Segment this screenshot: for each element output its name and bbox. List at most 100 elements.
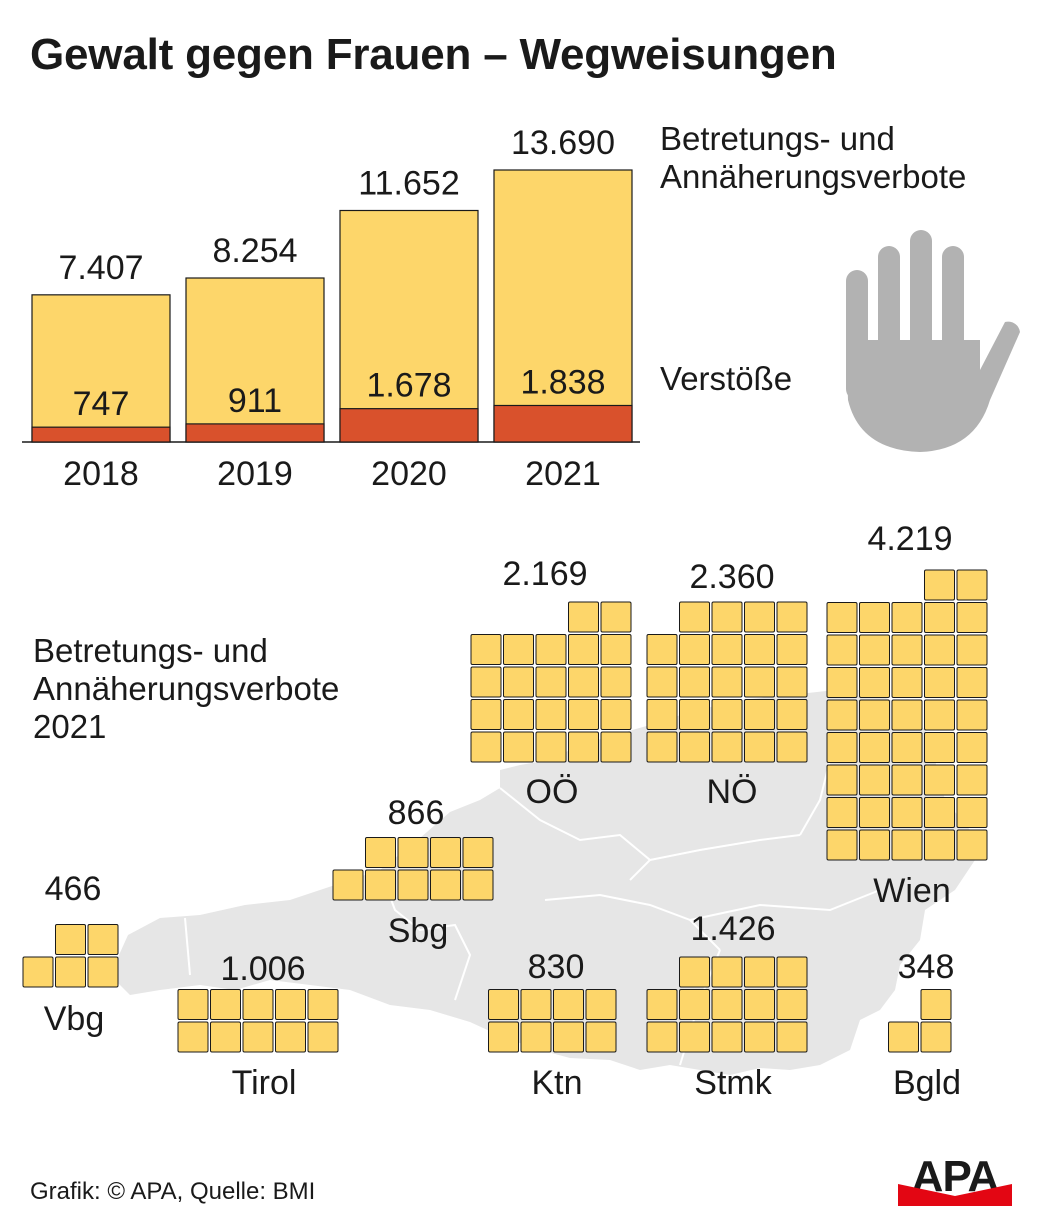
region-name-NÖ: NÖ <box>707 773 758 811</box>
x-tick-label-2021: 2021 <box>525 455 601 493</box>
square-Sbg <box>462 837 494 868</box>
square-Wien <box>891 797 923 828</box>
region-NÖ: 2.360 NÖ <box>646 558 808 811</box>
square-OÖ <box>600 699 632 730</box>
square-Wien <box>924 667 955 698</box>
square-Wien <box>924 569 955 601</box>
square-Sbg <box>332 869 364 901</box>
square-Stmk <box>711 956 743 988</box>
square-Vbg <box>55 924 86 955</box>
square-OÖ <box>600 731 632 763</box>
square-Wien <box>956 634 988 666</box>
region-value-Bgld: 348 <box>898 948 955 986</box>
square-NÖ <box>776 699 808 730</box>
square-OÖ <box>470 634 502 665</box>
region-name-Stmk: Stmk <box>694 1064 772 1102</box>
source-credit: Grafik: © APA, Quelle: BMI <box>30 1178 316 1205</box>
square-Tirol <box>307 1021 339 1053</box>
square-Stmk <box>744 1021 775 1053</box>
square-Stmk <box>776 1021 808 1053</box>
bar-violations-2020 <box>339 408 479 443</box>
square-OÖ <box>600 601 632 633</box>
square-Wien <box>891 829 923 861</box>
bar-violations-2019 <box>185 423 325 443</box>
square-OÖ <box>568 731 599 763</box>
square-Wien <box>891 667 923 698</box>
square-Wien <box>956 602 988 633</box>
region-OÖ: 2.169 OÖ <box>470 555 632 811</box>
square-Stmk <box>744 956 775 988</box>
square-Wien <box>859 667 890 698</box>
region-value-Stmk: 1.426 <box>690 910 775 948</box>
region-Ktn: 830 Ktn <box>488 948 617 1102</box>
square-Wien <box>859 699 890 731</box>
square-Wien <box>859 764 890 796</box>
region-name-Sbg: Sbg <box>388 912 449 950</box>
square-Tirol <box>242 1021 274 1053</box>
region-Sbg: 866 Sbg <box>332 794 494 950</box>
square-Wien <box>859 634 890 666</box>
region-name-Wien: Wien <box>873 872 950 910</box>
bar-violations-2021 <box>493 404 633 443</box>
square-NÖ <box>744 601 775 633</box>
map-borders <box>184 759 881 1066</box>
square-Stmk <box>711 1021 743 1053</box>
square-NÖ <box>679 666 710 698</box>
square-Ktn <box>585 989 617 1020</box>
square-Tirol <box>210 989 241 1020</box>
bar-violations-2018 <box>31 426 171 443</box>
value-label-violations-2018: 747 <box>73 385 130 423</box>
square-Wien <box>891 634 923 666</box>
square-Wien <box>924 829 955 861</box>
square-OÖ <box>503 699 534 730</box>
apa-logo-mark <box>898 1184 1012 1206</box>
region-name-Ktn: Ktn <box>531 1064 582 1102</box>
square-NÖ <box>679 731 710 763</box>
square-Tirol <box>242 989 274 1020</box>
region-Bgld: 348 Bgld <box>888 948 961 1102</box>
square-OÖ <box>470 666 502 698</box>
square-NÖ <box>646 699 678 730</box>
square-NÖ <box>776 634 808 665</box>
region-name-OÖ: OÖ <box>526 773 579 811</box>
square-Ktn <box>520 989 552 1020</box>
square-Wien <box>891 732 923 763</box>
square-NÖ <box>679 634 710 665</box>
square-Wien <box>891 602 923 633</box>
square-Bgld <box>888 1021 919 1053</box>
region-value-Tirol: 1.006 <box>220 950 305 988</box>
square-NÖ <box>744 666 775 698</box>
region-Wien: 4.219 Wien <box>826 520 988 910</box>
square-OÖ <box>568 666 599 698</box>
square-Ktn <box>520 1021 552 1053</box>
square-OÖ <box>535 731 567 763</box>
x-tick-label-2020: 2020 <box>371 455 447 493</box>
square-Wien <box>826 764 858 796</box>
square-Stmk <box>646 989 678 1020</box>
square-OÖ <box>568 699 599 730</box>
square-Wien <box>891 764 923 796</box>
square-NÖ <box>744 699 775 730</box>
value-label-violations-2021: 1.838 <box>520 363 605 401</box>
square-NÖ <box>646 666 678 698</box>
square-Vbg <box>87 956 119 988</box>
square-Wien <box>826 667 858 698</box>
square-OÖ <box>600 666 632 698</box>
square-Sbg <box>462 869 494 901</box>
square-OÖ <box>470 731 502 763</box>
square-Ktn <box>585 1021 617 1053</box>
square-Ktn <box>553 989 584 1020</box>
stop-hand-icon <box>846 230 1020 452</box>
region-value-NÖ: 2.360 <box>689 558 774 596</box>
square-Sbg <box>365 837 396 868</box>
region-value-Vbg: 466 <box>45 870 102 908</box>
square-NÖ <box>711 666 743 698</box>
apa-logo: APA <box>898 1152 1012 1206</box>
value-label-violations-2020: 1.678 <box>366 367 451 405</box>
square-Tirol <box>210 1021 241 1053</box>
value-label-bans-2021: 13.690 <box>511 124 615 162</box>
square-Sbg <box>397 869 429 901</box>
square-NÖ <box>711 699 743 730</box>
square-Wien <box>826 732 858 763</box>
